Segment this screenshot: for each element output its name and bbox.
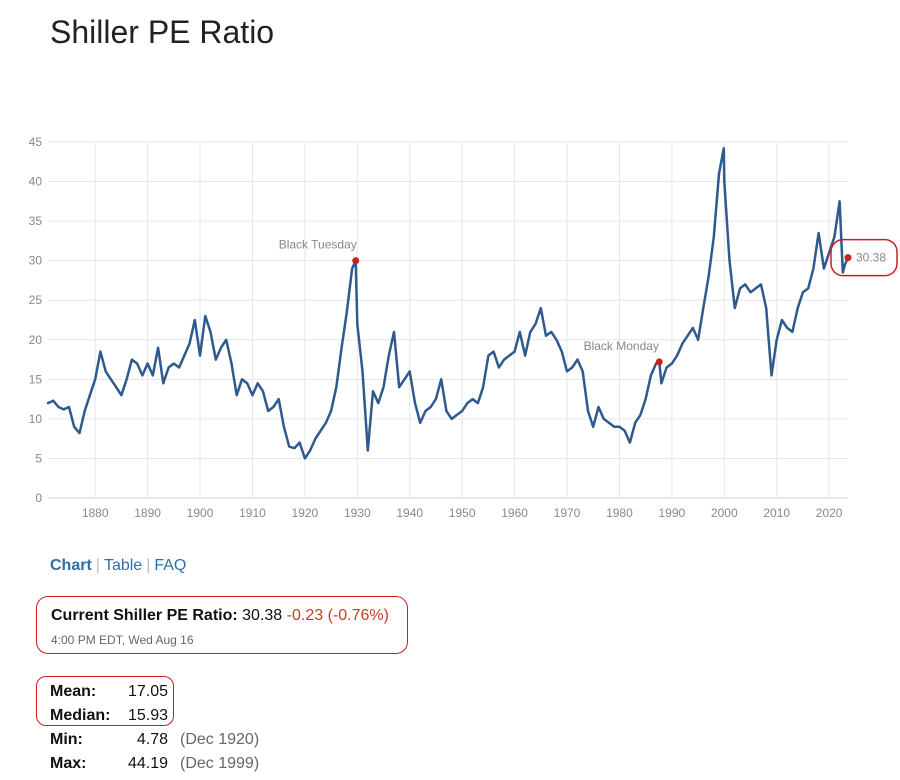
current-value: 30.38 [242, 607, 283, 624]
stat-label: Median: [50, 707, 111, 724]
x-tick-label: 1930 [344, 506, 371, 520]
x-tick-label: 2020 [816, 506, 843, 520]
current-timestamp: 4:00 PM EDT, Wed Aug 16 [51, 633, 194, 647]
stats-table: Mean: 17.05 Median: 15.93 Min: 4.78 (Dec… [50, 680, 259, 776]
stat-date: (Dec 1999) [180, 755, 260, 772]
stat-value: 15.93 [127, 707, 168, 724]
stat-label: Min: [50, 731, 83, 748]
x-tick-label: 2010 [763, 506, 790, 520]
annotation-point [352, 257, 360, 265]
y-tick-label: 25 [29, 293, 43, 307]
x-tick-label: 1920 [292, 506, 319, 520]
x-tick-label: 1900 [187, 506, 214, 520]
y-tick-label: 15 [29, 372, 43, 386]
pe-series-line [46, 147, 850, 460]
x-tick-label: 1890 [134, 506, 161, 520]
annotation-label: Black Monday [584, 339, 659, 353]
current-point [844, 254, 852, 262]
x-tick-label: 1940 [396, 506, 423, 520]
stat-value: 44.19 [127, 755, 168, 772]
y-tick-label: 0 [35, 491, 42, 505]
tab-faq[interactable]: FAQ [154, 557, 187, 574]
shiller-pe-chart: 0 5 10 15 20 25 30 35 40 45 1880 1890 1900 1910 1920 1… [29, 135, 898, 520]
x-tick-label: 1990 [659, 506, 686, 520]
stat-row-median: Median: 15.93 [50, 704, 259, 728]
x-tick-label: 1980 [606, 506, 633, 520]
stat-value: 4.78 [136, 731, 168, 748]
x-tick-label: 1950 [449, 506, 476, 520]
y-tick-label: 40 [29, 175, 43, 189]
stat-label: Mean: [50, 683, 97, 700]
y-tick-label: 30 [29, 254, 43, 268]
stat-date: (Dec 1920) [180, 731, 260, 748]
x-tick-label: 1910 [239, 506, 266, 520]
x-tick-label: 1960 [501, 506, 528, 520]
current-value-box: Current Shiller PE Ratio: 30.38 -0.23 (-… [36, 596, 408, 654]
current-value-label: 30.38 [856, 251, 886, 265]
y-tick-label: 10 [29, 412, 43, 426]
stat-row-max: Max: 44.19 (Dec 1999) [50, 752, 259, 776]
stat-label: Max: [50, 755, 87, 772]
current-change: -0.23 (-0.76%) [286, 607, 389, 624]
x-tick-label: 1970 [554, 506, 581, 520]
page-title: Shiller PE Ratio [50, 14, 275, 50]
stat-row-mean: Mean: 17.05 [50, 680, 259, 704]
y-tick-label: 45 [29, 135, 43, 149]
x-tick-label: 2000 [711, 506, 738, 520]
view-tabs: Chart | Table | FAQ [50, 557, 187, 574]
tab-chart[interactable]: Chart [50, 557, 92, 574]
y-tick-label: 20 [29, 333, 43, 347]
current-label: Current Shiller PE Ratio: [51, 607, 238, 624]
stat-value: 17.05 [127, 683, 168, 700]
mean-median-highlight [36, 676, 174, 726]
current-value-highlight [830, 238, 898, 277]
stat-row-min: Min: 4.78 (Dec 1920) [50, 728, 259, 752]
y-tick-label: 35 [29, 214, 43, 228]
y-tick-label: 5 [35, 451, 42, 465]
x-tick-label: 1880 [82, 506, 109, 520]
tab-table[interactable]: Table [103, 557, 143, 574]
annotation-point [655, 358, 663, 366]
annotation-label: Black Tuesday [279, 238, 357, 252]
